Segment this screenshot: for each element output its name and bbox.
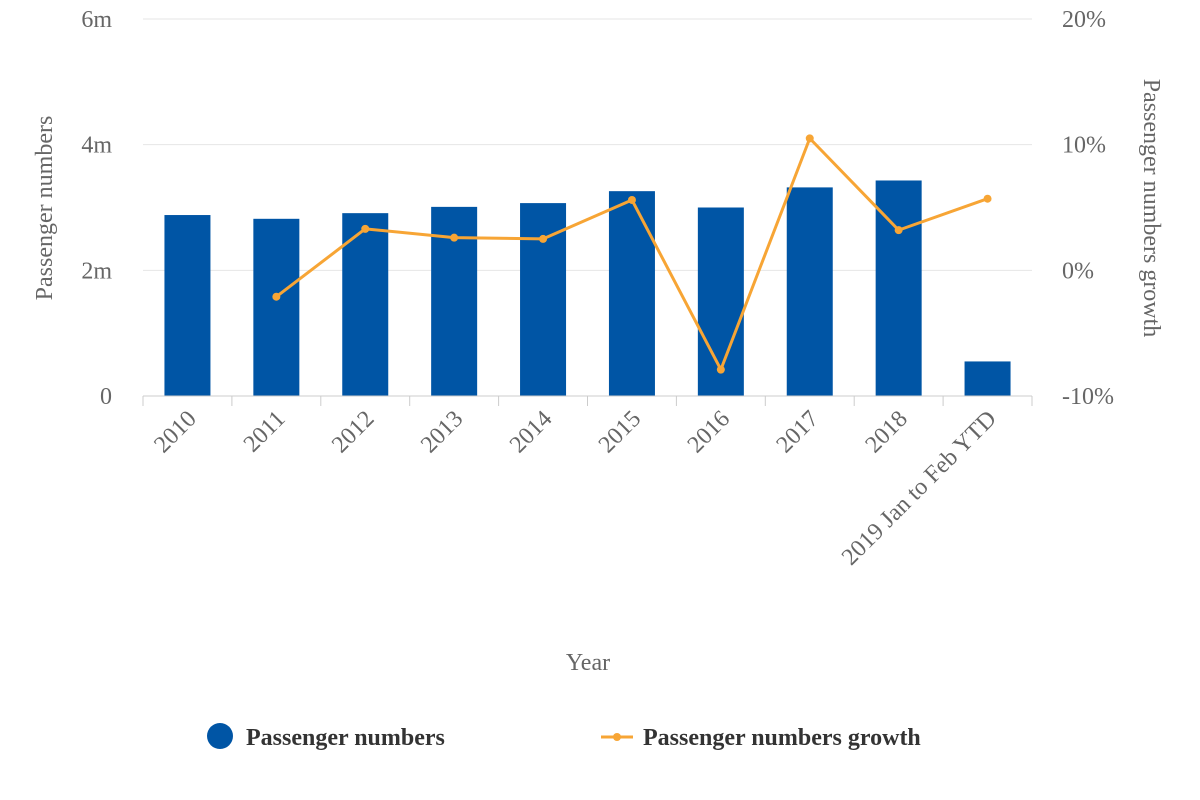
bar <box>164 215 211 396</box>
y-tick-label: 4m <box>81 133 112 159</box>
y2-axis-title: Passenger numbers growth <box>1138 79 1164 338</box>
x-tick-label: 2013 <box>416 406 468 458</box>
x-tick-label: 2017 <box>772 406 824 458</box>
x-tick-label: 2016 <box>683 406 735 458</box>
line-point <box>272 292 281 301</box>
bar <box>786 187 833 396</box>
x-tick-label: 2014 <box>505 406 557 458</box>
line-point <box>716 365 725 374</box>
y2-tick-label: -10% <box>1062 384 1114 410</box>
line-series <box>272 134 992 374</box>
y2-tick-label: 10% <box>1062 133 1106 159</box>
line-point <box>627 195 636 204</box>
line-point <box>983 194 992 203</box>
x-tick-label: 2018 <box>861 406 913 458</box>
y-tick-label: 2m <box>81 258 112 284</box>
line-point <box>539 234 548 243</box>
y-tick-label: 0 <box>100 384 112 410</box>
y2-tick-label: 0% <box>1062 258 1094 284</box>
line-point <box>894 226 903 235</box>
x-tick-label: 2010 <box>149 406 201 458</box>
x-tick-labels: 2010 2011 2012 2013 2014 2015 2016 2017 20182019… <box>149 406 1001 571</box>
x-tick-label: 2015 <box>594 406 646 458</box>
bar <box>342 213 389 396</box>
bar <box>964 361 1011 396</box>
line-point <box>805 134 814 143</box>
bar <box>253 218 300 396</box>
legend: Passenger numbers Passenger numbers grow… <box>207 723 921 751</box>
x-axis-title: Year <box>566 650 610 676</box>
line-point <box>450 233 459 242</box>
line-point <box>361 224 370 233</box>
legend-label-passenger-numbers-growth: Passenger numbers growth <box>643 725 921 751</box>
x-tick-label: 2011 <box>239 406 291 458</box>
bar-series <box>164 180 1011 396</box>
legend-line-marker <box>613 733 621 741</box>
y-tick-label: 6m <box>81 7 112 33</box>
legend-item-passenger-numbers-growth[interactable]: Passenger numbers growth <box>601 725 921 751</box>
legend-item-passenger-numbers[interactable]: Passenger numbers <box>207 723 445 751</box>
x-tick-label: 2012 <box>327 406 379 458</box>
x-tick-label: 2019 Jan to Feb YTD <box>837 406 1002 571</box>
bar <box>608 191 655 396</box>
y2-tick-label: 20% <box>1062 7 1106 33</box>
legend-bar-symbol <box>207 723 233 749</box>
legend-label-passenger-numbers: Passenger numbers <box>246 725 445 751</box>
axes: 0 2m 4m 6m -10% 0% 10% 20% <box>81 7 1114 410</box>
bar <box>697 207 744 396</box>
y-axis-title: Passenger numbers <box>32 116 58 301</box>
